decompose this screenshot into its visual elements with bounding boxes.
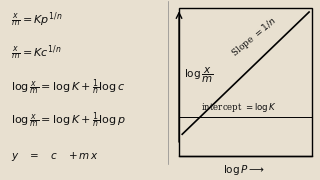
Text: $y \quad = \quad c \quad + m\, x$: $y \quad = \quad c \quad + m\, x$ [11, 150, 99, 163]
Text: $\frac{x}{m} = Kp^{1/n}$: $\frac{x}{m} = Kp^{1/n}$ [11, 10, 62, 30]
Text: $\log P \longrightarrow$: $\log P \longrightarrow$ [223, 163, 265, 177]
Text: Slope $= 1/n$: Slope $= 1/n$ [228, 14, 279, 60]
Text: $\frac{x}{m} = Kc^{1/n}$: $\frac{x}{m} = Kc^{1/n}$ [11, 44, 61, 63]
Bar [179, 8, 312, 156]
Text: intercept $= \log K$: intercept $= \log K$ [201, 101, 277, 114]
Text: $\log \dfrac{x}{m}$: $\log \dfrac{x}{m}$ [184, 66, 213, 86]
Text: $\log\frac{x}{m} = \log K + \frac{1}{n}\log c$: $\log\frac{x}{m} = \log K + \frac{1}{n}\… [11, 78, 125, 98]
Text: $\log\frac{x}{m} = \log K + \frac{1}{n}\log p$: $\log\frac{x}{m} = \log K + \frac{1}{n}\… [11, 111, 126, 131]
